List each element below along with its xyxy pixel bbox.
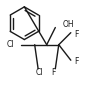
- Text: F: F: [51, 68, 56, 77]
- Text: Cl: Cl: [36, 68, 44, 77]
- Text: Cl: Cl: [7, 40, 14, 49]
- Text: F: F: [74, 30, 79, 39]
- Text: F: F: [74, 57, 79, 66]
- Text: OH: OH: [62, 20, 74, 29]
